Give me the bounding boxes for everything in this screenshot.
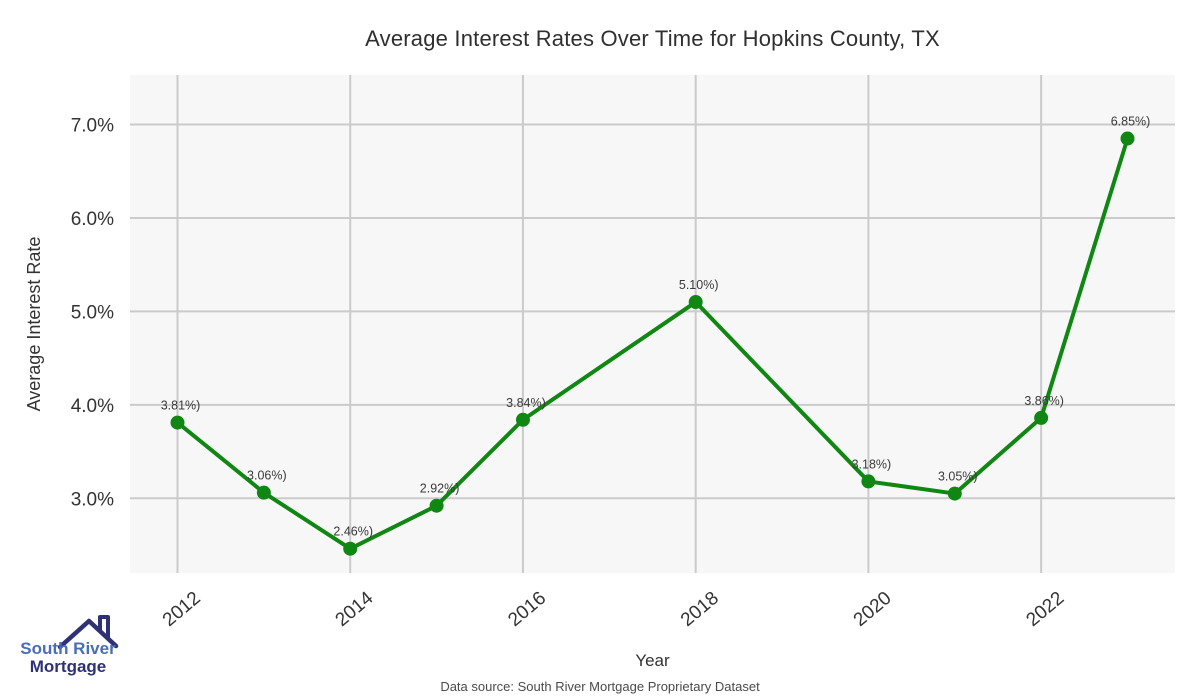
data-point	[947, 486, 962, 501]
x-tick-label: 2014	[332, 587, 378, 631]
data-point-label: 6.85%)	[1111, 115, 1151, 129]
chart-title: Average Interest Rates Over Time for Hop…	[365, 26, 940, 51]
data-source-note: Data source: South River Mortgage Propri…	[440, 679, 760, 694]
data-point	[1034, 410, 1049, 425]
data-point	[688, 295, 703, 310]
data-point	[861, 474, 876, 489]
logo-text-mortgage: Mortgage	[29, 657, 107, 676]
data-point-label: 5.10%)	[679, 278, 719, 292]
data-point	[170, 415, 185, 430]
y-tick-label: 5.0%	[71, 302, 114, 323]
data-point-label: 3.18%)	[852, 457, 892, 471]
data-point-label: 3.81%)	[161, 399, 201, 413]
plot-area	[130, 75, 1175, 573]
y-tick-label: 4.0%	[71, 396, 114, 417]
x-tick-label: 2020	[850, 588, 896, 631]
data-point	[1120, 131, 1135, 146]
trend-line	[175, 136, 1130, 551]
x-tick-label: 2022	[1022, 588, 1068, 631]
data-point	[343, 541, 358, 556]
data-point	[429, 498, 444, 513]
y-tick-label: 7.0%	[71, 116, 114, 137]
data-point-label: 2.92%)	[420, 482, 460, 496]
data-point	[256, 485, 271, 500]
data-point-label: 3.05%)	[938, 470, 978, 484]
data-point-label: 3.06%)	[247, 469, 287, 483]
x-axis-title: Year	[635, 651, 670, 670]
y-tick-label: 6.0%	[71, 209, 114, 230]
house-roof-icon	[57, 615, 119, 650]
x-tick-label: 2018	[677, 588, 723, 631]
plot-layer: 3.0% 4.0% 5.0% 6.0% 7.0% 2012 2014 2016 2018 2020…	[71, 75, 1175, 631]
data-point	[515, 412, 530, 427]
logo-text-south-river: South River	[20, 639, 116, 658]
x-tick-label: 2012	[159, 588, 205, 631]
x-tick-label: 2016	[504, 588, 550, 631]
y-tick-label: 3.0%	[71, 489, 114, 510]
data-point-label: 3.86%)	[1024, 394, 1064, 408]
y-axis-title: Average Interest Rate	[24, 237, 44, 412]
data-point-label: 3.84%)	[506, 396, 546, 410]
data-point-label: 2.46%)	[333, 525, 373, 539]
